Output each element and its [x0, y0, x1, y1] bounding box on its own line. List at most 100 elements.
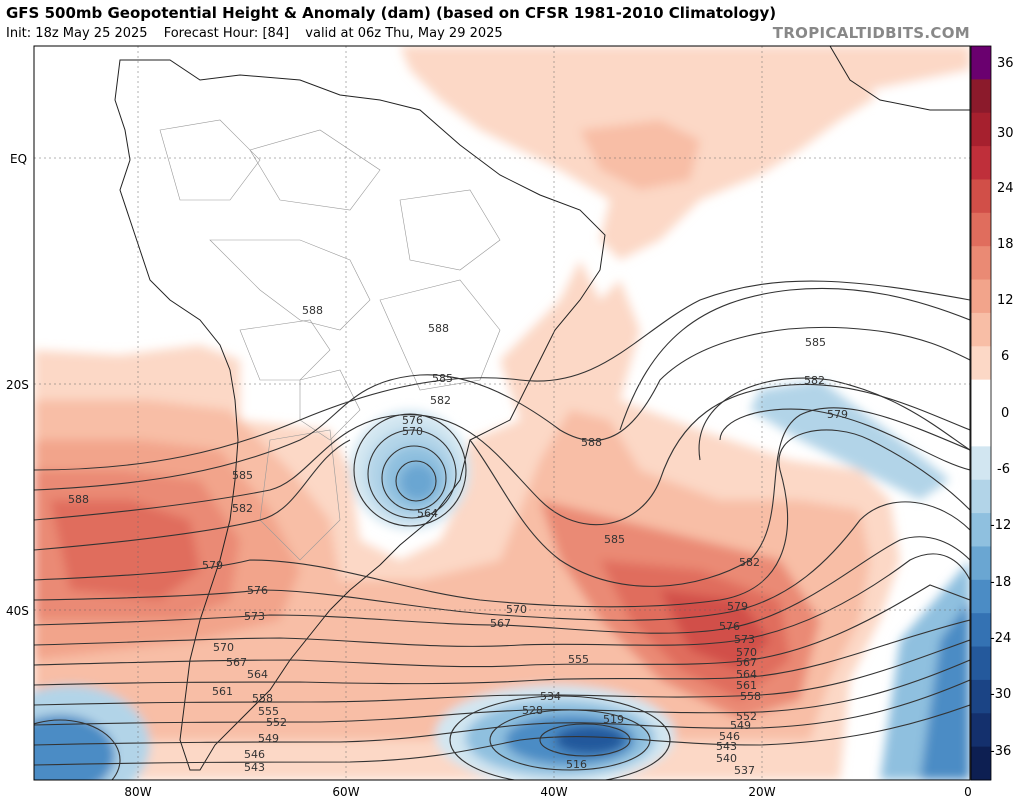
lon-label: 40W	[540, 785, 567, 799]
colorbar-swatch	[971, 79, 991, 114]
brand-watermark: TROPICALTIDBITS.COM	[772, 24, 970, 42]
contour-label: 582	[232, 502, 253, 515]
contour-label: 540	[716, 752, 737, 765]
contour-label: 567	[736, 656, 757, 669]
colorbar-label: -36	[990, 744, 1011, 759]
contour-label: 576	[247, 584, 268, 597]
contour-label: 582	[739, 556, 760, 569]
contour-label: 576	[402, 414, 423, 427]
height-contour	[449, 695, 671, 780]
height-contour	[34, 429, 970, 608]
contour-label: 570	[402, 425, 423, 438]
contour-label: 561	[212, 685, 233, 698]
height-contour	[34, 501, 970, 621]
contour-label: 558	[252, 692, 273, 705]
contour-label: 567	[226, 656, 247, 669]
colorbar-label: 0	[1001, 406, 1009, 421]
colorbar-swatch	[971, 279, 991, 314]
anomaly-region	[400, 464, 436, 500]
lon-label: 0	[964, 785, 972, 799]
height-contour	[353, 413, 467, 527]
colorbar-swatch	[971, 146, 991, 180]
anomaly-region	[750, 380, 950, 500]
colorbar-swatch	[971, 513, 991, 547]
colorbar-swatch	[971, 413, 991, 447]
height-contour	[367, 429, 457, 519]
contour-label: 582	[430, 394, 451, 407]
height-contour	[34, 659, 970, 726]
contour-label: 516	[566, 758, 587, 771]
contour-label: 573	[244, 610, 265, 623]
colorbar-label: 18	[997, 237, 1014, 252]
colorbar-label: 6	[1001, 349, 1009, 364]
colorbar-swatch	[971, 346, 991, 381]
land-outline-layer	[114, 46, 970, 771]
colorbar-swatch	[971, 379, 991, 414]
colorbar	[970, 45, 992, 781]
colorbar-label: -18	[990, 575, 1011, 590]
height-contour	[719, 408, 970, 471]
map-frame	[33, 45, 971, 781]
contour-label: 552	[266, 716, 287, 729]
contour-label: 552	[736, 710, 757, 723]
anomaly-region	[555, 726, 625, 754]
lon-label: 80W	[124, 785, 151, 799]
anomaly-region	[870, 70, 970, 130]
contour-label: 564	[417, 507, 438, 520]
contour-label: 573	[734, 633, 755, 646]
contour-label: 585	[432, 372, 453, 385]
contour-label: 564	[736, 668, 757, 681]
colorbar-swatch	[971, 446, 991, 481]
contour-label: 558	[740, 690, 761, 703]
valid-time: valid at 06z Thu, May 29 2025	[305, 26, 503, 41]
lon-label: 60W	[332, 785, 359, 799]
colorbar-label: 12	[997, 293, 1014, 308]
height-contour	[381, 445, 447, 511]
contour-label: 570	[506, 603, 527, 616]
map-title: GFS 500mb Geopotential Height & Anomaly …	[6, 4, 777, 22]
contour-label: 585	[805, 336, 826, 349]
colorbar-label: 30	[997, 126, 1014, 141]
contour-label: 567	[490, 617, 511, 630]
height-contour	[34, 679, 970, 746]
lat-axis: EQ 20S 40S	[6, 152, 29, 618]
height-contour	[619, 287, 970, 431]
colorbar-swatch	[971, 212, 991, 247]
anomaly-region	[580, 120, 700, 190]
contour-label: 579	[827, 408, 848, 421]
state-border	[379, 279, 501, 391]
colorbar-swatch	[971, 679, 991, 714]
contour-label: 555	[258, 705, 279, 718]
height-contour	[34, 326, 970, 491]
contour-label: 588	[581, 436, 602, 449]
init-time: Init: 18z May 25 2025	[6, 26, 148, 41]
lat-label: 40S	[6, 604, 29, 618]
contour-label: 579	[727, 600, 748, 613]
contour-label: 546	[244, 748, 265, 761]
south-america-outline	[114, 59, 606, 771]
colorbar-swatch	[971, 579, 991, 614]
contour-label: 546	[719, 730, 740, 743]
graticule	[34, 46, 970, 780]
colorbar-swatch	[971, 112, 991, 147]
height-contour	[698, 377, 970, 461]
colorbar-swatch	[971, 713, 991, 748]
colorbar-label: -30	[990, 687, 1011, 702]
country-border	[239, 319, 331, 381]
contour-label: 561	[736, 679, 757, 692]
height-contour	[489, 709, 651, 771]
contour-label: 519	[603, 713, 624, 726]
contour-label: 588	[68, 493, 89, 506]
country-border	[299, 369, 361, 441]
contour-label: 549	[258, 732, 279, 745]
colorbar-label: -12	[990, 518, 1011, 533]
height-contour	[34, 383, 970, 526]
colorbar-swatch	[971, 46, 991, 80]
contour-label-layer: 588 588 588 585 585 582 582 579 579 576 …	[68, 304, 848, 777]
contour-label: 549	[730, 719, 751, 732]
contour-label: 570	[736, 646, 757, 659]
height-contour	[34, 704, 970, 766]
map-subtitle: Init: 18z May 25 2025 Forecast Hour: [84…	[6, 26, 515, 41]
anomaly-region	[34, 715, 115, 780]
